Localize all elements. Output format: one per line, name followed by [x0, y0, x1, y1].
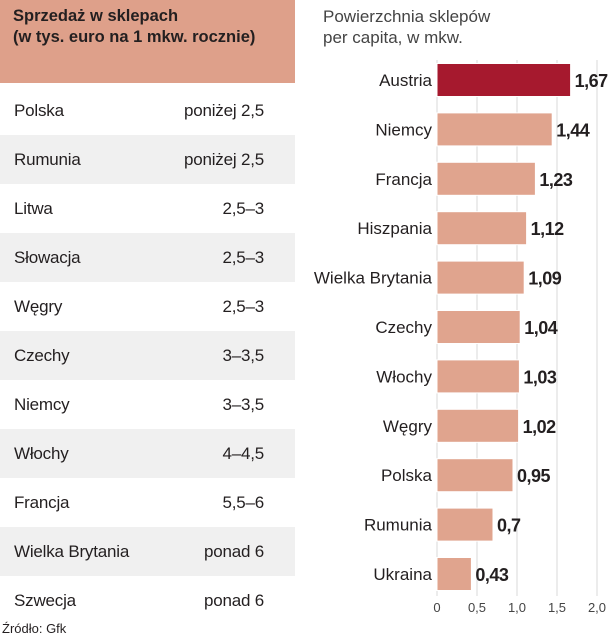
x-tick-label: 0: [433, 600, 440, 615]
bar: [436, 557, 472, 591]
value-label: 1,12: [531, 219, 565, 239]
row-value: poniżej 2,5: [183, 101, 264, 120]
chart-panel: Powierzchnia sklepów per capita, w mkw. …: [300, 0, 609, 640]
row-country: Litwa: [14, 199, 53, 218]
value-label: 0,95: [517, 466, 551, 486]
value-label: 1,67: [575, 71, 609, 91]
value-label: 0,7: [497, 516, 521, 536]
chart-title: Powierzchnia sklepów per capita, w mkw.: [323, 7, 491, 47]
row-value: 2,5–3: [222, 199, 264, 218]
row-country: Słowacja: [14, 248, 81, 267]
table-title: Sprzedaż w sklepach (w tys. euro na 1 mk…: [13, 7, 256, 46]
row-country: Polska: [14, 101, 64, 120]
bar: [436, 260, 525, 295]
value-label: 1,04: [524, 318, 558, 338]
row-country: Szwecja: [14, 591, 76, 610]
bar: [436, 458, 514, 493]
category-label: Czechy: [375, 318, 432, 337]
row-country: Czechy: [14, 346, 70, 365]
category-label: Wielka Brytania: [314, 269, 433, 288]
bar: [436, 211, 528, 246]
table-row: Niemcy 3–3,5: [0, 380, 295, 429]
row-value: 4–4,5: [222, 444, 264, 463]
table-row: Czechy 3–3,5: [0, 331, 295, 380]
row-value: 3–3,5: [222, 395, 264, 414]
category-label: Węgry: [383, 417, 433, 436]
table-row: Szwecja ponad 6: [0, 576, 295, 625]
x-tick-label: 2,0: [588, 600, 606, 615]
row-value: 3–3,5: [222, 346, 264, 365]
value-label: 1,23: [539, 170, 573, 190]
table-row: Wielka Brytania ponad 6: [0, 527, 295, 576]
value-label: 1,44: [556, 120, 590, 140]
row-value: ponad 6: [203, 591, 264, 610]
bar: [436, 408, 520, 443]
value-label: 1,09: [528, 269, 562, 289]
row-value: poniżej 2,5: [183, 150, 264, 169]
table-row: Litwa 2,5–3: [0, 184, 295, 233]
bar: [436, 359, 520, 394]
x-tick-label: 1,0: [508, 600, 526, 615]
table-row: Włochy 4–4,5: [0, 429, 295, 478]
table-row: Słowacja 2,5–3: [0, 233, 295, 282]
category-label: Włochy: [376, 367, 432, 386]
table-row: Węgry 2,5–3: [0, 282, 295, 331]
category-label: Hiszpania: [357, 219, 432, 238]
row-country: Francja: [14, 493, 70, 512]
row-country: Wielka Brytania: [14, 542, 130, 561]
category-label: Rumunia: [364, 516, 433, 535]
bar: [436, 112, 553, 147]
row-value: 5,5–6: [222, 493, 264, 512]
x-tick-label: 0,5: [468, 600, 486, 615]
sales-table: Sprzedaż w sklepach (w tys. euro na 1 mk…: [0, 0, 295, 617]
category-label: Ukraina: [373, 565, 432, 584]
row-value: ponad 6: [203, 542, 264, 561]
bar-chart: Austria 1,67 Niemcy 1,44 Francja 1,23 Hiszpani…: [314, 60, 609, 615]
source-note: Źródło: Gfk: [2, 621, 67, 636]
row-value: 2,5–3: [222, 248, 264, 267]
value-label: 1,03: [523, 367, 557, 387]
x-tick-label: 1,5: [548, 600, 566, 615]
bar: [436, 63, 572, 97]
row-country: Włochy: [14, 444, 69, 463]
row-country: Rumunia: [14, 150, 81, 169]
category-label: Polska: [381, 466, 433, 485]
table-row: Francja 5,5–6: [0, 478, 295, 527]
category-label: Niemcy: [375, 120, 432, 139]
category-label: Francja: [375, 170, 432, 189]
table-header: Sprzedaż w sklepach (w tys. euro na 1 mk…: [0, 0, 295, 83]
category-label: Austria: [379, 71, 432, 90]
bar: [436, 161, 536, 196]
row-country: Niemcy: [14, 395, 70, 414]
bar: [436, 507, 494, 542]
bar: [436, 310, 521, 344]
row-value: 2,5–3: [222, 297, 264, 316]
table-row: Rumunia poniżej 2,5: [0, 135, 295, 184]
value-label: 0,43: [475, 565, 509, 585]
table-row: Polska poniżej 2,5: [0, 86, 295, 135]
row-country: Węgry: [14, 297, 63, 316]
value-label: 1,02: [523, 417, 557, 437]
